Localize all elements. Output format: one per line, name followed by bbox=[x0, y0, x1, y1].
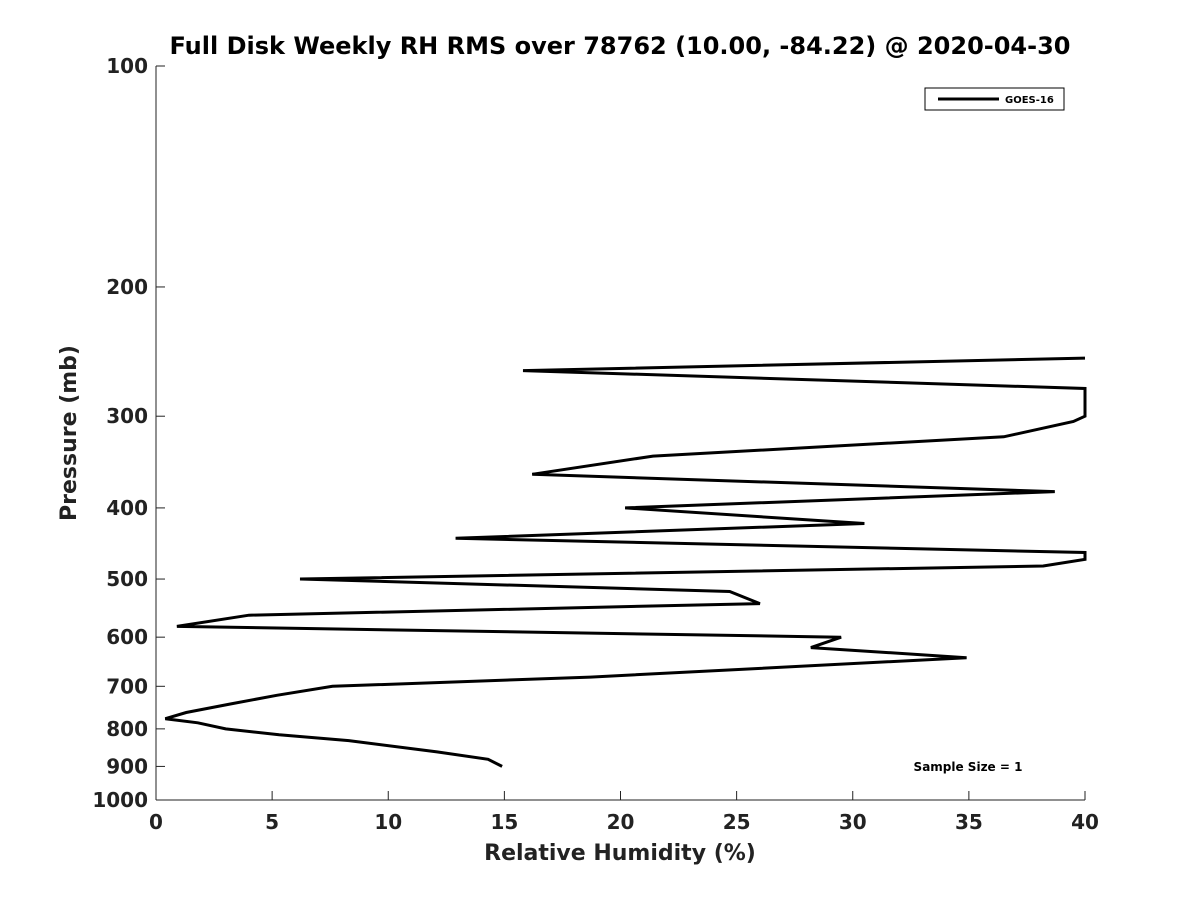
y-axis-label: Pressure (mb) bbox=[57, 345, 82, 521]
y-tick-label: 400 bbox=[106, 496, 148, 520]
sample-size-annotation: Sample Size = 1 bbox=[914, 760, 1023, 774]
x-tick-label: 35 bbox=[955, 810, 983, 834]
y-tick-label: 800 bbox=[106, 717, 148, 741]
x-tick-label: 15 bbox=[490, 810, 518, 834]
x-tick-label: 5 bbox=[265, 810, 279, 834]
y-tick-label: 500 bbox=[106, 567, 148, 591]
x-axis-ticks: 0 5 10 15 20 25 30 35 40 bbox=[149, 791, 1099, 834]
x-tick-label: 20 bbox=[607, 810, 635, 834]
axes bbox=[155, 66, 1085, 801]
x-tick-label: 40 bbox=[1071, 810, 1099, 834]
series-layer bbox=[164, 356, 1087, 768]
x-tick-label: 0 bbox=[149, 810, 163, 834]
y-tick-label: 600 bbox=[106, 625, 148, 649]
x-axis-label: Relative Humidity (%) bbox=[484, 841, 756, 866]
legend: GOES-16 bbox=[924, 87, 1065, 111]
legend-label-goes-16: GOES-16 bbox=[1005, 95, 1054, 106]
x-tick-label: 10 bbox=[374, 810, 402, 834]
x-tick-label: 25 bbox=[723, 810, 751, 834]
x-tick-label: 30 bbox=[839, 810, 867, 834]
y-tick-label: 200 bbox=[106, 275, 148, 299]
chart-title: Full Disk Weekly RH RMS over 78762 (10.0… bbox=[169, 32, 1070, 60]
series-line-goes-16 bbox=[164, 356, 1087, 768]
y-tick-label: 300 bbox=[106, 404, 148, 428]
y-tick-label: 100 bbox=[106, 54, 148, 78]
y-tick-label: 900 bbox=[106, 754, 148, 778]
y-axis-ticks: 100 200 300 400 500 600 700 800 900 1000 bbox=[92, 54, 165, 812]
y-tick-label: 1000 bbox=[92, 788, 148, 812]
y-tick-label: 700 bbox=[106, 674, 148, 698]
